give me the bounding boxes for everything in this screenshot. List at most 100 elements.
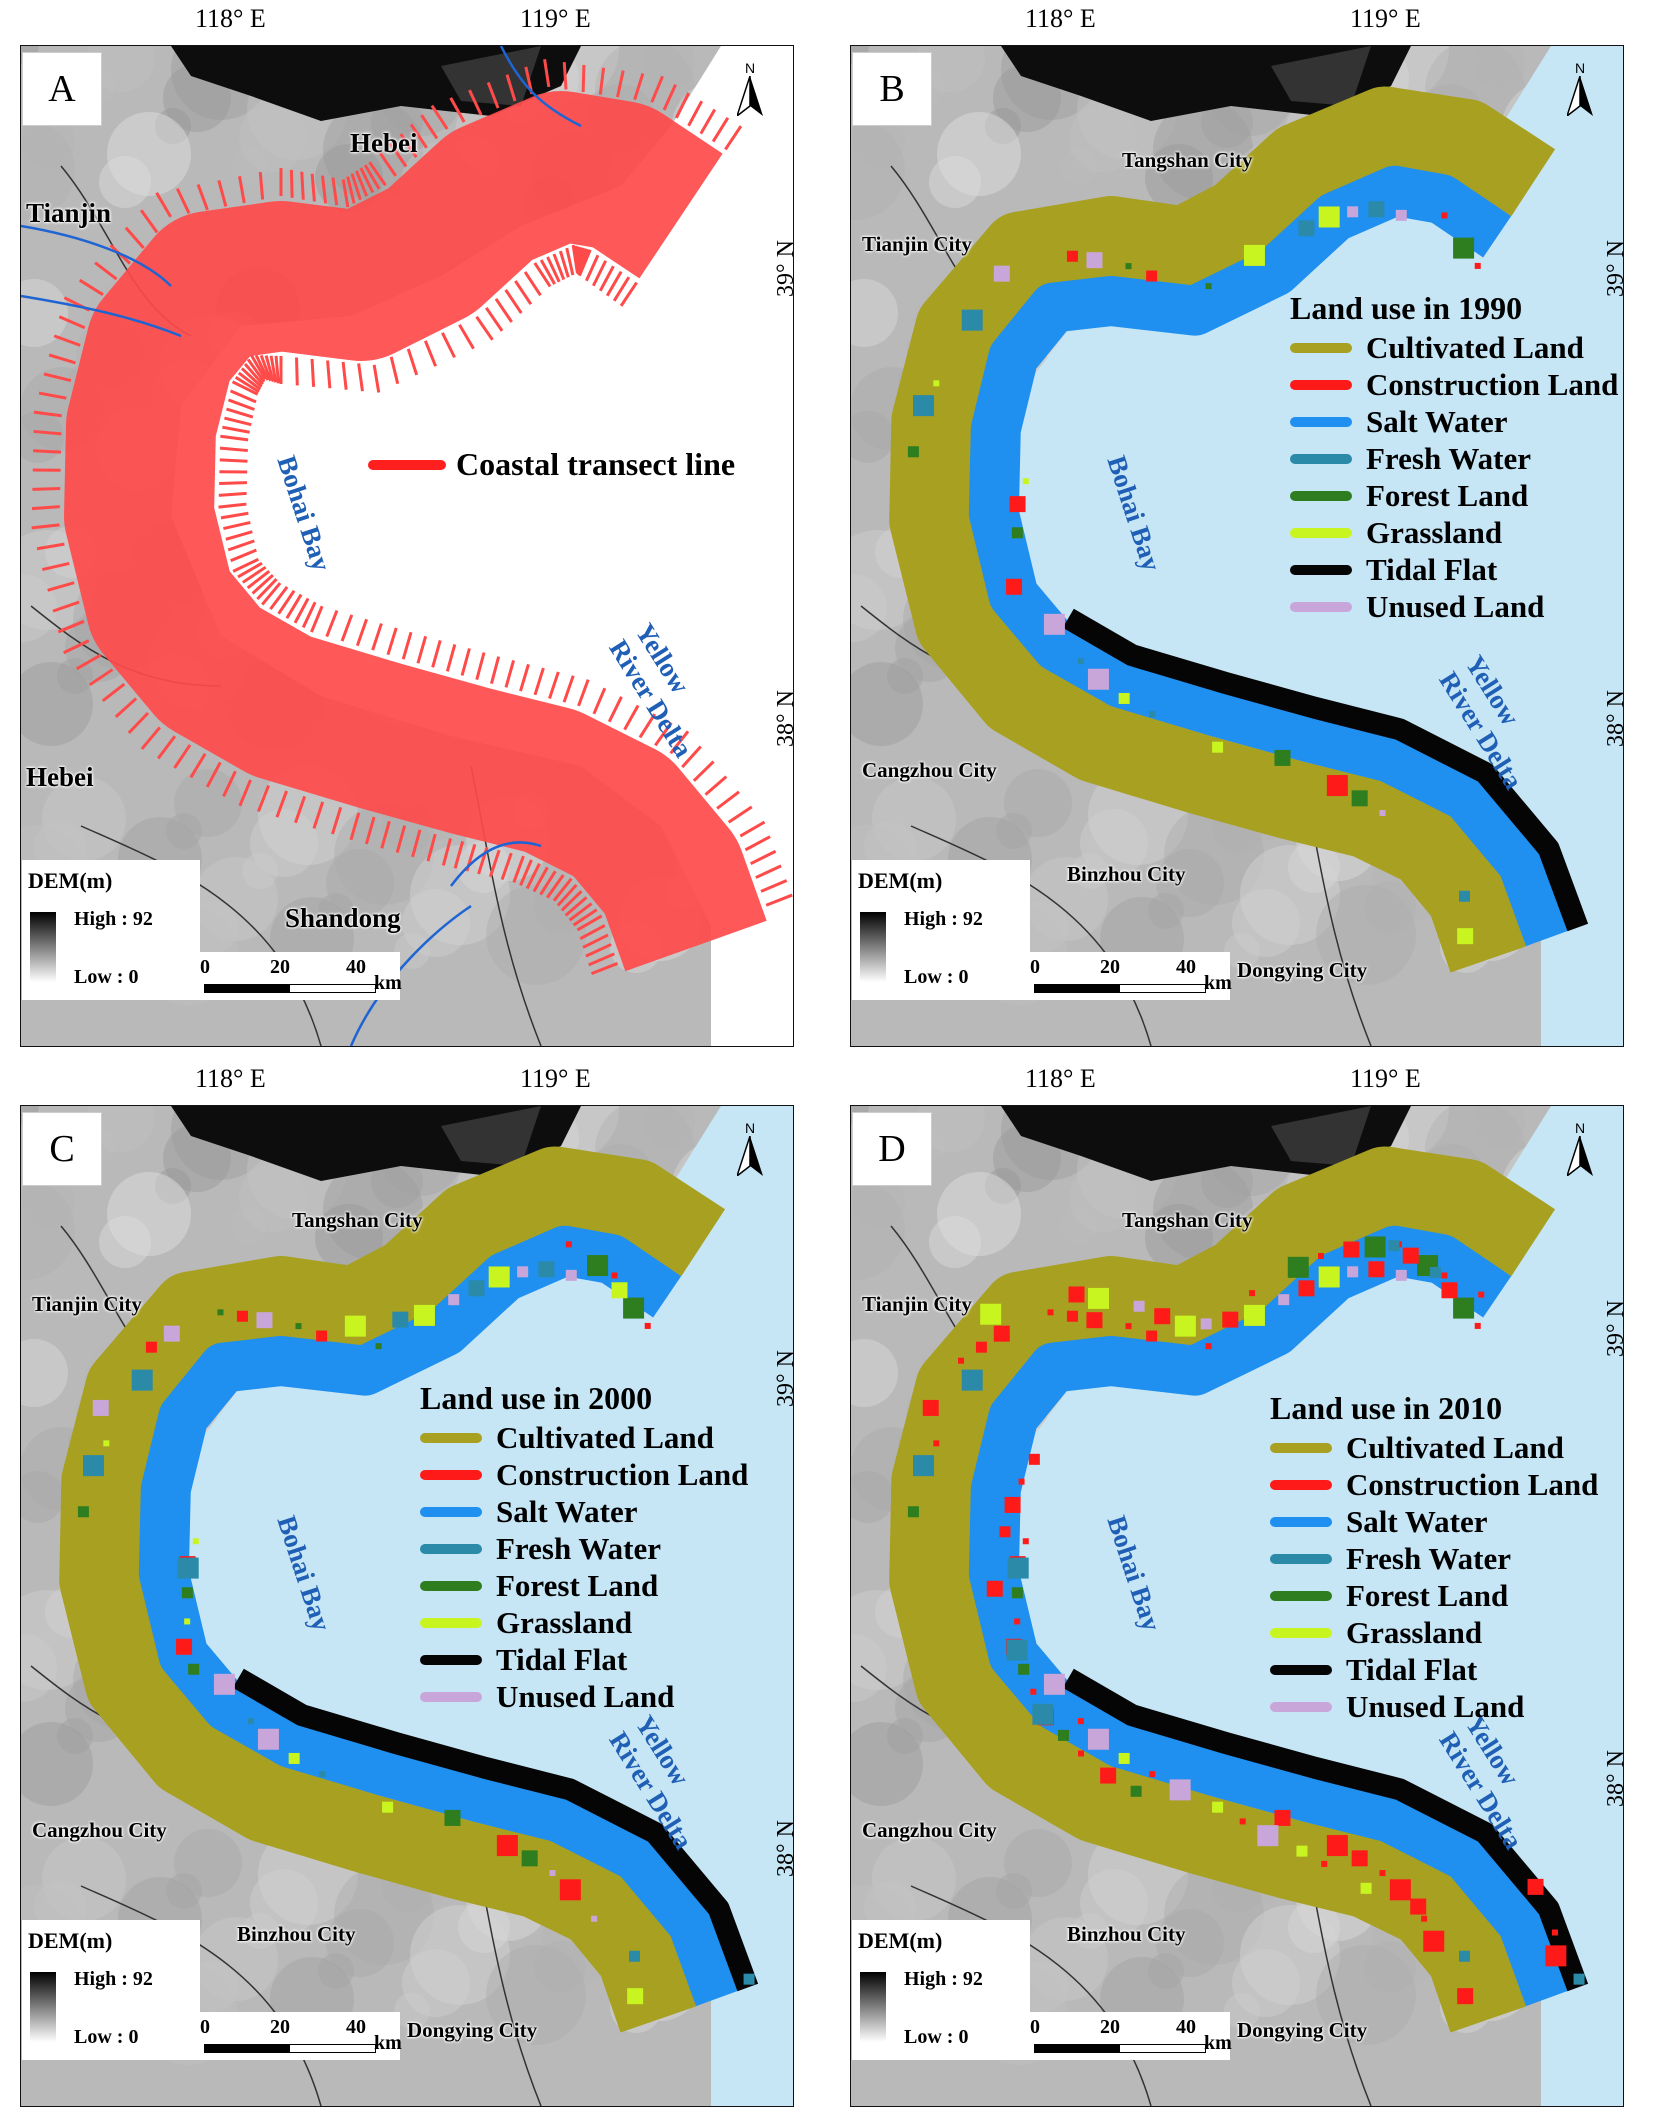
transect-swatch [368, 459, 446, 470]
legend-label: Construction Land [1366, 366, 1619, 402]
dem-legend: DEM(m) High : 92 Low : 0 [22, 860, 200, 1000]
legend-title: Land use in 1990 [1290, 290, 1523, 326]
legend-label: Construction Land [1346, 1466, 1599, 1502]
map-panel-d: 118° E 119° E 39° N 38° N D N Tangshan C… [830, 1060, 1630, 2107]
legend-label: Tidal Flat [1346, 1651, 1478, 1687]
land-use-legend: Land use in 2000 Cultivated Land Construc… [420, 1380, 748, 1715]
legend-swatch [1290, 342, 1352, 353]
legend-item: Forest Land [420, 1567, 748, 1604]
legend-item: Salt Water [1270, 1503, 1598, 1540]
city-label: Cangzhou City [862, 758, 997, 782]
legend-item: Tidal Flat [1270, 1651, 1598, 1688]
lon-label-118: 118° E [1025, 1064, 1096, 1093]
legend-label: Construction Land [496, 1456, 749, 1492]
legend-item: Cultivated Land [1270, 1429, 1598, 1466]
legend-item: Grassland [1270, 1614, 1598, 1651]
city-label: Tangshan City [292, 1208, 423, 1232]
legend-title: Land use in 2010 [1270, 1390, 1503, 1426]
legend-item: Grassland [1290, 514, 1618, 551]
land-use-legend: Land use in 2010 Cultivated Land Construc… [1270, 1390, 1598, 1725]
legend-item: Forest Land [1270, 1577, 1598, 1614]
lat-label-38: 38° N [1603, 690, 1629, 747]
lon-label-118: 118° E [195, 4, 266, 33]
map-panel-c: 118° E 119° E 39° N 38° N C N Tangshan C… [0, 1060, 800, 2107]
legend-label: Grassland [496, 1604, 633, 1640]
city-label: Cangzhou City [862, 1818, 997, 1842]
legend-swatch [1290, 379, 1352, 390]
city-label: Cangzhou City [32, 1818, 167, 1842]
legend-swatch [1270, 1516, 1332, 1527]
scale-bar: 0 20 40 km [1028, 2012, 1232, 2060]
legend-item: Tidal Flat [1290, 551, 1618, 588]
legend-swatch [1270, 1590, 1332, 1601]
legend-item: Construction Land [420, 1456, 748, 1493]
panel-letter: B [852, 52, 932, 126]
panel-letter: D [852, 1112, 932, 1186]
legend-swatch [420, 1543, 482, 1554]
legend-label: Cultivated Land [1366, 329, 1584, 365]
lon-label-118: 118° E [1025, 4, 1096, 33]
legend-swatch [1270, 1553, 1332, 1564]
legend-label: Unused Land [496, 1678, 675, 1714]
lat-label-39: 39° N [1603, 1300, 1629, 1357]
legend-swatch [420, 1617, 482, 1628]
legend-swatch [1290, 490, 1352, 501]
legend-swatch [1290, 453, 1352, 464]
north-arrow-icon: N [1560, 60, 1600, 140]
scale-bar: 0 20 40 km [198, 2012, 402, 2060]
legend-swatch [1270, 1442, 1332, 1453]
legend-label: Salt Water [1366, 403, 1508, 439]
legend-swatch [420, 1469, 482, 1480]
north-arrow-icon: N [730, 60, 770, 140]
legend-item: Cultivated Land [420, 1419, 748, 1456]
city-label: Tianjin City [862, 232, 972, 256]
north-arrow-icon: N [1560, 1120, 1600, 1200]
legend-label: Grassland [1346, 1614, 1483, 1650]
legend-label: Fresh Water [1346, 1540, 1512, 1576]
legend-item: Fresh Water [1270, 1540, 1598, 1577]
map-panel-b: 118° E 119° E 39° N 38° N B N Tangshan C… [830, 0, 1630, 1047]
legend-label: Salt Water [496, 1493, 638, 1529]
legend-item: Grassland [420, 1604, 748, 1641]
legend-label: Forest Land [1346, 1577, 1509, 1613]
legend-item: Fresh Water [1290, 440, 1618, 477]
panel-letter: A [22, 52, 102, 126]
place-label: Hebei [26, 762, 94, 792]
lon-label-119: 119° E [520, 4, 591, 33]
legend-swatch [420, 1654, 482, 1665]
city-label: Dongying City [407, 2018, 538, 2042]
transect-legend-label: Coastal transect line [456, 446, 736, 482]
legend-swatch [420, 1506, 482, 1517]
city-label: Dongying City [1237, 2018, 1368, 2042]
legend-swatch [420, 1432, 482, 1443]
dem-legend: DEM(m) High : 92 Low : 0 [852, 860, 1030, 1000]
legend-label: Unused Land [1366, 588, 1545, 624]
legend-swatch [420, 1580, 482, 1591]
land-use-legend: Land use in 1990 Cultivated Land Construc… [1290, 290, 1618, 625]
legend-item: Cultivated Land [1290, 329, 1618, 366]
legend-swatch [1290, 527, 1352, 538]
legend-swatch [1270, 1627, 1332, 1638]
legend-swatch [1270, 1479, 1332, 1490]
legend-item: Tidal Flat [420, 1641, 748, 1678]
legend-swatch [420, 1691, 482, 1702]
elevation-ramp [860, 1972, 886, 2042]
dem-legend: DEM(m) High : 92 Low : 0 [852, 1920, 1030, 2060]
legend-label: Salt Water [1346, 1503, 1488, 1539]
city-label: Binzhou City [237, 1922, 356, 1946]
legend-label: Grassland [1366, 514, 1503, 550]
lat-label-38: 38° N [1603, 1750, 1629, 1807]
map-panel-a: 118° E 119° E 39° N 38° N A N Hebei Tian… [0, 0, 800, 1047]
legend-item: Salt Water [420, 1493, 748, 1530]
place-label: Hebei [350, 128, 418, 158]
legend-item: Salt Water [1290, 403, 1618, 440]
city-label: Tangshan City [1122, 148, 1253, 172]
lon-label-119: 119° E [1350, 1064, 1421, 1093]
legend-label: Tidal Flat [1366, 551, 1498, 587]
lat-label-38: 38° N [773, 1820, 799, 1877]
scale-bar: 0 20 40 km [198, 952, 402, 1000]
legend-item: Construction Land [1270, 1466, 1598, 1503]
transect-legend: Coastal transect line [368, 446, 735, 483]
legend-label: Fresh Water [1366, 440, 1532, 476]
legend-swatch [1270, 1701, 1332, 1712]
